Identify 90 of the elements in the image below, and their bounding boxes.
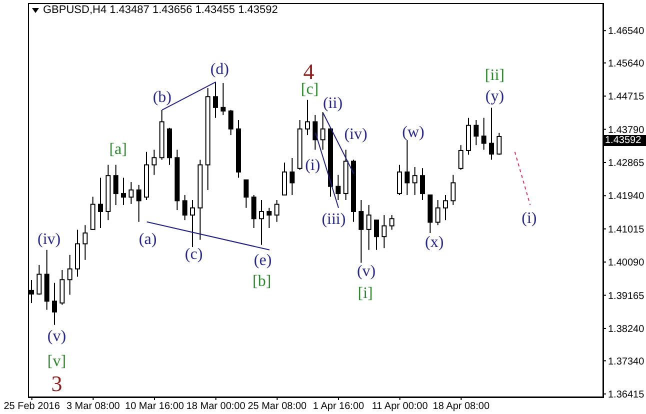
annotation: [i] [358, 285, 373, 302]
annotation: [v] [47, 353, 66, 370]
candlestick [113, 164, 118, 206]
candlestick [274, 200, 280, 222]
candlestick [312, 114, 318, 150]
annotation: (x) [425, 234, 444, 251]
candlestick [474, 119, 479, 146]
candlestick [228, 109, 234, 136]
candlestick [121, 177, 126, 206]
candlestick [450, 174, 456, 206]
candlestick [36, 264, 42, 296]
candlestick [190, 200, 195, 248]
x-tick-label: 25 Mar 08:00 [248, 401, 308, 412]
candlestick [244, 179, 249, 208]
candlestick [98, 177, 103, 228]
annotation: (i) [305, 157, 320, 174]
annotation: [c] [300, 81, 319, 98]
annotation: (v) [47, 328, 66, 345]
candlestick [496, 132, 502, 156]
candlestick [443, 194, 448, 221]
candlestick [251, 194, 256, 228]
y-tick-label: 1.37340 [608, 356, 645, 368]
x-tick-label: 18 Apr 08:00 [432, 401, 490, 412]
annotation: (d) [210, 61, 229, 78]
candlestick [420, 168, 425, 200]
y-tick-label: 1.38240 [608, 324, 645, 336]
annotation: (b) [152, 89, 172, 106]
candlestick [458, 144, 464, 170]
y-tick-label: 1.45640 [608, 58, 645, 70]
candlestick [382, 214, 387, 249]
annotation: (ii) [322, 95, 343, 112]
candlestick [305, 99, 310, 136]
candlestick [397, 164, 402, 196]
annotation: (v) [356, 263, 376, 280]
candlestick [290, 158, 295, 196]
candlestick [389, 214, 394, 230]
candlestick [336, 174, 341, 200]
x-tick-label: 11 Apr 00:00 [372, 401, 428, 412]
annotation: (a) [138, 231, 157, 248]
candlestick [259, 200, 264, 246]
annotation: [b] [252, 273, 272, 290]
x-tick-label: 10 Mar 16:00 [125, 401, 184, 412]
candlestick [182, 194, 188, 221]
candlestick [220, 82, 226, 116]
candlestick [152, 149, 157, 176]
x-tick-label: 3 Mar 08:00 [66, 401, 120, 412]
x-tick-label: 1 Apr 16:00 [312, 401, 365, 412]
y-tick-label: 1.36415 [608, 390, 645, 400]
chart-title: GBPUSD,H4 1.43487 1.43656 1.43455 1.43592 [43, 4, 278, 16]
candlestick [213, 81, 218, 118]
candlestick [435, 200, 440, 226]
annotation: (e) [254, 252, 272, 269]
annotation: (iv) [38, 231, 61, 248]
candlestick [320, 112, 326, 150]
annotation: (i) [522, 210, 537, 227]
annotation: (y) [485, 88, 504, 105]
candlestick [266, 207, 272, 228]
annotation: 3 [51, 371, 62, 396]
x-tick-label: 18 Mar 00:00 [186, 401, 246, 412]
y-tick-label: 1.41015 [608, 224, 645, 236]
y-tick-label: 1.42865 [608, 158, 645, 170]
candlestick [136, 184, 142, 222]
candlestick [60, 269, 65, 306]
candlestick [489, 107, 494, 160]
annotation: [ii] [484, 67, 504, 84]
y-tick-label: 1.41940 [608, 191, 645, 202]
annotation: (w) [402, 124, 424, 141]
candlestick [128, 182, 134, 204]
y-tick-label: 1.44715 [608, 92, 645, 103]
candlestick [374, 220, 379, 250]
candlestick [82, 224, 88, 260]
annotation: [a] [109, 141, 127, 158]
y-tick-label: 1.46540 [608, 26, 645, 38]
candlestick [358, 200, 364, 264]
candlestick [366, 204, 372, 250]
y-tick-label: 1.40090 [608, 258, 645, 269]
candlestick [481, 117, 486, 150]
annotation: (iii) [322, 211, 346, 228]
annotation: (iv) [344, 126, 368, 143]
y-tick-label: 1.39165 [608, 290, 645, 302]
y-tick-label: 1.43790 [608, 124, 645, 136]
candlestick [29, 280, 34, 304]
candlestick [52, 282, 57, 326]
candlestick [404, 140, 410, 196]
annotation: 4 [303, 59, 314, 84]
candlestick [282, 162, 287, 196]
candlestick [67, 254, 72, 296]
candlestick [412, 166, 418, 196]
annotation: (c) [184, 246, 203, 263]
x-tick-label: 25 Feb 2016 [4, 401, 60, 412]
